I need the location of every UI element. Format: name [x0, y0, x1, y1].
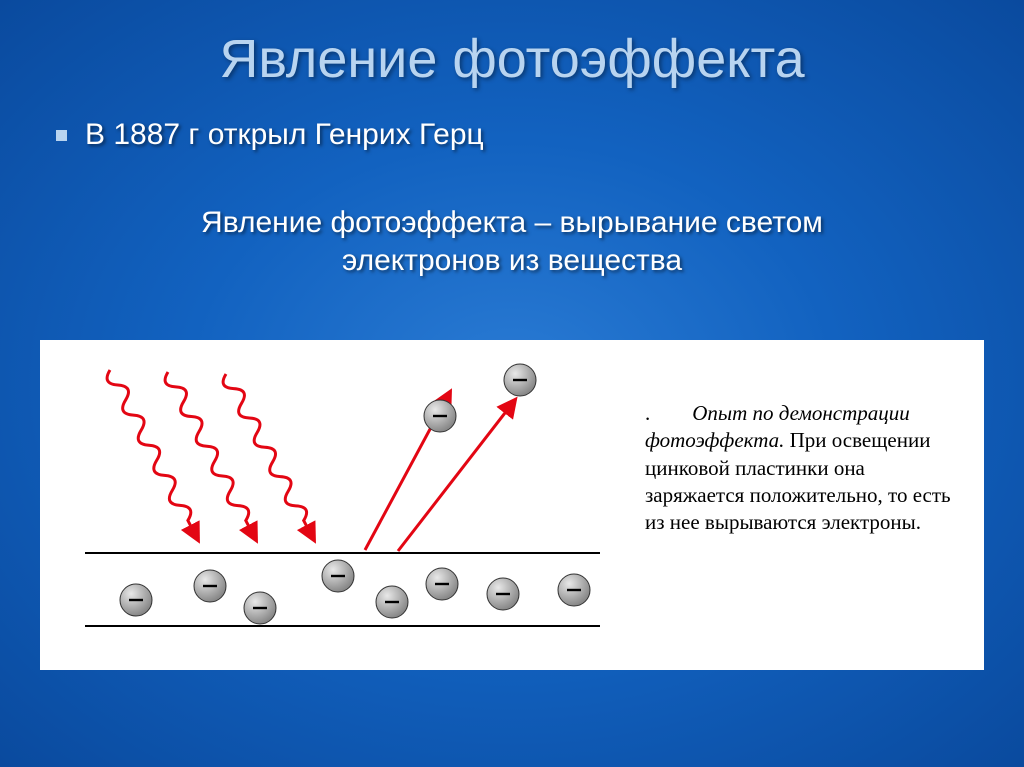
diagram-container: . Опыт по демонстрации фотоэффекта. При …	[40, 340, 984, 670]
caption-dot: .	[645, 401, 650, 425]
bullet-row: В 1887 г открыл Генрих Герц	[56, 118, 1024, 152]
diagram-caption: . Опыт по демонстрации фотоэффекта. При …	[635, 340, 984, 670]
slide-title: Явление фотоэффекта	[0, 0, 1024, 90]
subtitle: Явление фотоэффекта – вырывание светом э…	[0, 204, 1024, 279]
bullet-text: В 1887 г открыл Генрих Герц	[85, 118, 484, 152]
bullet-marker	[56, 130, 67, 141]
subtitle-line2: электронов из вещества	[342, 244, 682, 277]
diagram-illustration	[40, 340, 635, 670]
photoeffect-svg	[40, 340, 635, 670]
subtitle-line1: Явление фотоэффекта – вырывание светом	[201, 206, 823, 239]
